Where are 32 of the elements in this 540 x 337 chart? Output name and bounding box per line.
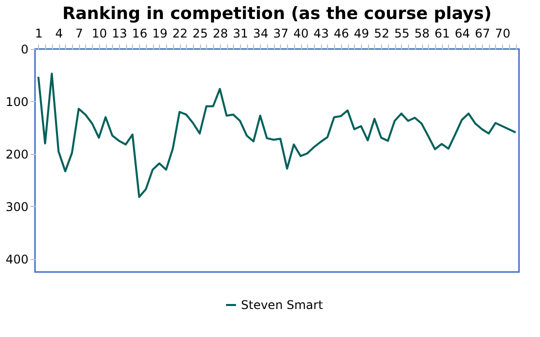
y-tick-label: 0 — [20, 42, 28, 56]
x-tick-label: 34 — [253, 26, 268, 40]
x-tick-label: 58 — [414, 26, 430, 40]
legend-label: Steven Smart — [241, 298, 324, 312]
x-tick-label: 25 — [192, 26, 208, 40]
y-tick-label: 200 — [6, 147, 28, 162]
x-tick-label: 16 — [132, 26, 148, 40]
x-tick-label: 40 — [293, 26, 309, 40]
y-tick-label: 100 — [6, 94, 28, 109]
x-tick-label: 13 — [112, 26, 128, 40]
y-tick-label: 400 — [6, 252, 28, 266]
x-tick-label: 64 — [454, 26, 470, 40]
x-tick-label: 61 — [434, 26, 450, 40]
x-tick-label: 46 — [334, 26, 349, 40]
x-tick-label: 49 — [354, 26, 370, 40]
x-tick-label: 7 — [75, 26, 84, 40]
y-tick-label: 300 — [6, 200, 28, 214]
x-tick-label: 28 — [212, 26, 228, 40]
x-tick-label: 4 — [55, 26, 63, 40]
x-tick-label: 70 — [495, 26, 510, 40]
x-tick-label: 55 — [394, 26, 410, 40]
x-tick-label: 43 — [314, 26, 329, 40]
chart-title: Ranking in competition (as the course plays) — [62, 4, 492, 24]
x-tick-label: 37 — [273, 26, 288, 40]
x-tick-label: 31 — [232, 26, 248, 40]
x-tick-label: 19 — [152, 26, 168, 40]
x-tick-label: 52 — [374, 26, 390, 40]
x-tick-label: 10 — [92, 26, 107, 40]
x-tick-label: 1 — [35, 26, 43, 40]
x-tick-label: 22 — [172, 26, 188, 40]
x-tick-label: 67 — [474, 26, 490, 40]
line-series — [37, 72, 517, 198]
